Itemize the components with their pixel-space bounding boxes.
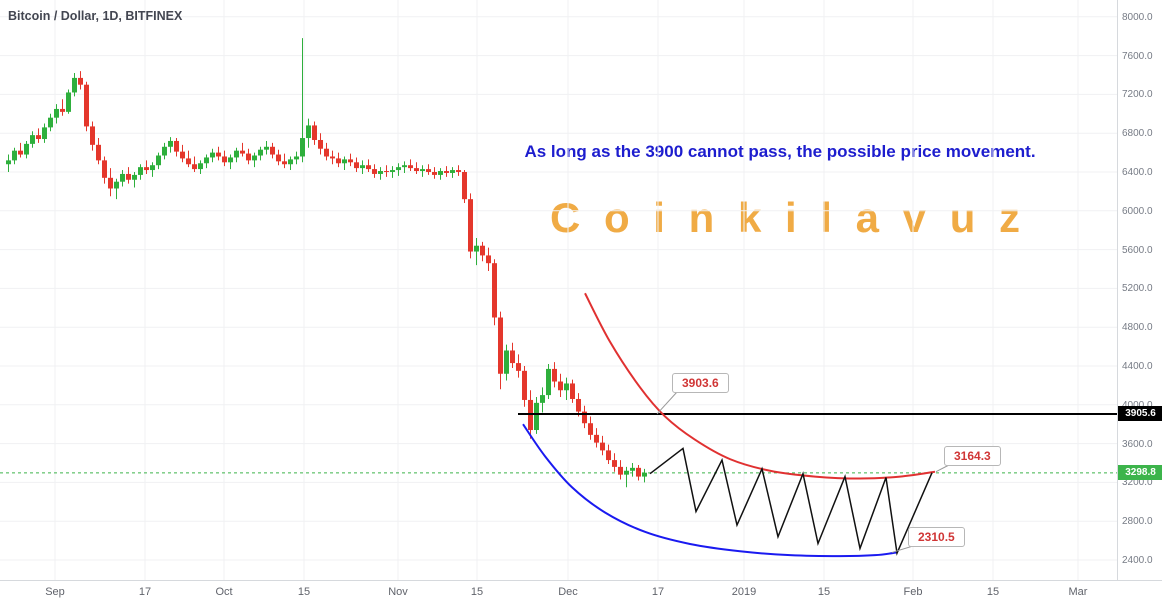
price-callout-2310[interactable]: 2310.5 bbox=[908, 527, 965, 547]
time-tick-label: 15 bbox=[297, 586, 311, 598]
time-tick-label: Mar bbox=[1068, 586, 1088, 598]
price-tick-label: 6800.0 bbox=[1122, 128, 1153, 140]
callout-text: 3164.3 bbox=[954, 449, 991, 463]
callout-text: 2310.5 bbox=[918, 530, 955, 544]
price-tick-label: 4800.0 bbox=[1122, 322, 1153, 334]
time-tick-label: Oct bbox=[215, 586, 233, 598]
callout-text: 3903.6 bbox=[682, 376, 719, 390]
price-tick-label: 5600.0 bbox=[1122, 244, 1153, 256]
time-tick-label: 15 bbox=[470, 586, 484, 598]
annotation-text: As long as the 3900 cannot pass, the pos… bbox=[524, 142, 1036, 161]
price-tick-label: 3600.0 bbox=[1122, 438, 1153, 450]
time-tick-label: Nov bbox=[388, 586, 408, 598]
price-tick-label: 4400.0 bbox=[1122, 361, 1153, 372]
time-tick-label: 17 bbox=[651, 586, 665, 598]
price-axis[interactable]: 3905.6 3298.8 2400.0 2800.0 3200.0 3600.0 40… bbox=[1117, 0, 1162, 580]
last-price-badge: 3298.8 bbox=[1118, 464, 1162, 480]
symbol-title: Bitcoin / Dollar, 1D, BITFINEX bbox=[8, 9, 183, 23]
price-tick-label: 4000.0 bbox=[1122, 400, 1153, 411]
price-tick-label: 5200.0 bbox=[1122, 283, 1153, 295]
price-tick-label: 2800.0 bbox=[1122, 516, 1153, 528]
time-tick-label: Sep bbox=[45, 586, 65, 598]
resistance-price-badge: 3905.6 bbox=[1118, 405, 1162, 421]
price-callout-3903[interactable]: 3903.6 bbox=[672, 373, 729, 393]
watermark: C o i n k i l a v u z bbox=[549, 194, 1027, 241]
price-tick-label: 6000.0 bbox=[1122, 205, 1153, 217]
badge-text: 3905.6 bbox=[1125, 407, 1156, 419]
price-tick-label: 2400.0 bbox=[1122, 555, 1153, 566]
price-tick-label: 3200.0 bbox=[1122, 477, 1153, 489]
time-tick-label: 15 bbox=[986, 586, 1000, 598]
price-tick-label: 8000.0 bbox=[1122, 11, 1153, 23]
time-axis[interactable]: Sep 17 Oct 15 Nov 15 Dec 17 2019 15 Feb 15 Mar bbox=[0, 580, 1162, 603]
time-tick-label: Feb bbox=[903, 586, 923, 598]
time-tick-label: 15 bbox=[817, 586, 831, 598]
badge-text: 3298.8 bbox=[1125, 466, 1156, 478]
price-callout-3164[interactable]: 3164.3 bbox=[944, 446, 1001, 466]
chart-pane[interactable]: C o i n k i l a v u z As long as the 390… bbox=[0, 0, 1117, 580]
time-tick-label: Dec bbox=[558, 586, 578, 598]
price-tick-label: 6400.0 bbox=[1122, 167, 1153, 178]
price-tick-label: 7200.0 bbox=[1122, 89, 1153, 101]
time-tick-label: 2019 bbox=[731, 586, 757, 598]
time-tick-label: 17 bbox=[138, 586, 152, 598]
price-tick-label: 7600.0 bbox=[1122, 50, 1153, 62]
candlestick-chart[interactable] bbox=[0, 0, 1117, 580]
